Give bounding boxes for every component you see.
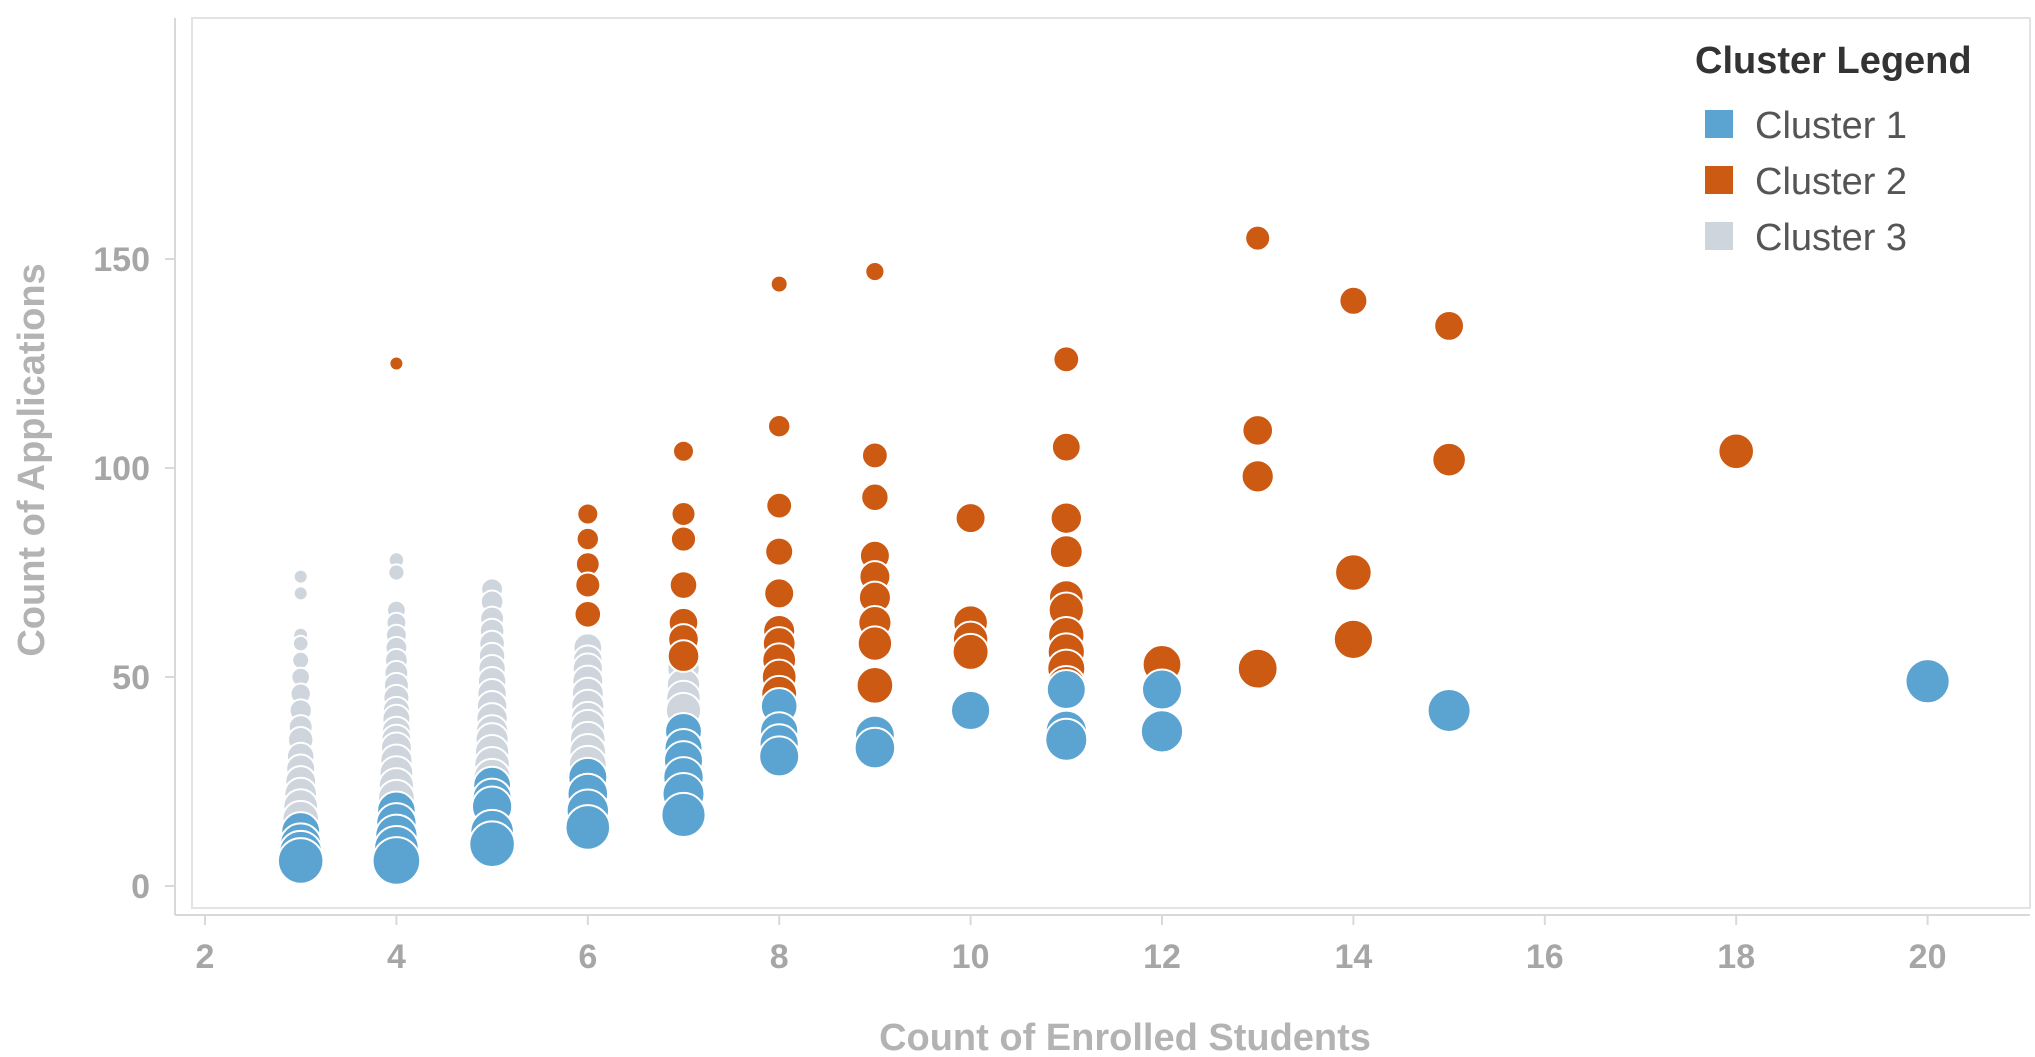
data-point-cluster-2 <box>668 570 699 600</box>
data-point-cluster-2 <box>1048 534 1084 569</box>
data-point-cluster-2 <box>574 571 602 599</box>
data-point-cluster-1 <box>1904 658 1951 705</box>
x-tick-label: 10 <box>952 938 990 976</box>
x-tick-label: 8 <box>770 938 789 976</box>
data-point-cluster-2 <box>769 274 789 294</box>
data-point-cluster-2 <box>1334 553 1373 592</box>
legend-swatch-cluster-2 <box>1705 166 1733 194</box>
data-point-cluster-1 <box>1044 717 1089 762</box>
data-point-cluster-2 <box>1338 285 1369 316</box>
x-tick-label: 18 <box>1717 938 1755 976</box>
data-point-cluster-1 <box>468 820 516 869</box>
x-tick-label: 2 <box>196 938 215 976</box>
x-tick-label: 6 <box>578 938 597 976</box>
data-points <box>276 224 1951 886</box>
data-point-cluster-2 <box>764 536 795 567</box>
y-tick-label: 100 <box>93 450 150 488</box>
data-point-cluster-1 <box>564 804 612 851</box>
data-point-cluster-3 <box>292 585 309 602</box>
x-tick-label: 12 <box>1143 938 1181 976</box>
data-point-cluster-2 <box>856 625 894 662</box>
y-tick-label: 0 <box>131 868 150 906</box>
data-point-cluster-2 <box>1332 618 1375 660</box>
data-point-cluster-3 <box>291 650 311 670</box>
legend-label-cluster-3: Cluster 3 <box>1755 217 1907 259</box>
legend-item-cluster-1: Cluster 1 <box>1705 105 1907 147</box>
data-point-cluster-2 <box>763 577 796 610</box>
data-point-cluster-2 <box>1049 501 1084 535</box>
data-point-cluster-1 <box>950 689 992 732</box>
legend: Cluster Legend Cluster 1 Cluster 2 Clust… <box>1695 40 1972 259</box>
data-point-cluster-2 <box>860 482 890 512</box>
data-point-cluster-1 <box>1139 709 1185 754</box>
data-point-cluster-2 <box>1244 224 1272 252</box>
data-point-cluster-2 <box>864 260 886 283</box>
data-point-cluster-2 <box>954 502 987 535</box>
data-point-cluster-2 <box>388 355 405 372</box>
data-point-cluster-2 <box>666 639 701 673</box>
data-point-cluster-1 <box>371 836 422 886</box>
x-tick-label: 14 <box>1334 938 1372 976</box>
x-axis-ticks: 2 4 6 8 10 12 14 16 18 20 <box>196 915 1947 976</box>
data-point-cluster-2 <box>1241 414 1274 447</box>
data-point-cluster-1 <box>276 837 325 885</box>
data-point-cluster-2 <box>861 441 889 470</box>
y-axis-title: Count of Applications <box>11 263 53 656</box>
data-point-cluster-2 <box>767 414 792 439</box>
data-point-cluster-1 <box>758 735 801 778</box>
legend-swatch-cluster-1 <box>1705 110 1733 138</box>
data-point-cluster-1 <box>1045 669 1087 711</box>
data-point-cluster-3 <box>291 634 310 653</box>
data-point-cluster-2 <box>765 491 794 520</box>
y-axis-ticks: 0 50 100 150 <box>93 241 175 906</box>
data-point-cluster-2 <box>855 666 895 705</box>
data-point-cluster-1 <box>1426 687 1472 733</box>
legend-title: Cluster Legend <box>1695 40 1972 82</box>
x-tick-label: 20 <box>1909 938 1947 976</box>
data-point-cluster-1 <box>1141 668 1183 711</box>
legend-label-cluster-1: Cluster 1 <box>1755 105 1907 147</box>
data-point-cluster-1 <box>853 726 897 770</box>
data-point-cluster-3 <box>292 568 309 585</box>
x-axis-title: Count of Enrolled Students <box>879 1017 1371 1057</box>
data-point-cluster-2 <box>669 525 698 553</box>
plot-frame <box>191 17 2031 909</box>
x-tick-label: 16 <box>1526 938 1564 976</box>
data-point-cluster-2 <box>1236 647 1279 690</box>
legend-label-cluster-2: Cluster 2 <box>1755 161 1907 203</box>
data-point-cluster-2 <box>1052 345 1081 374</box>
data-point-cluster-2 <box>575 526 600 552</box>
data-point-cluster-2 <box>1050 431 1082 463</box>
data-point-cluster-2 <box>1717 432 1755 471</box>
data-point-cluster-2 <box>573 600 603 629</box>
legend-swatch-cluster-3 <box>1705 222 1733 250</box>
data-point-cluster-2 <box>576 502 600 526</box>
data-point-cluster-2 <box>1240 459 1275 494</box>
legend-item-cluster-2: Cluster 2 <box>1705 161 1907 203</box>
data-point-cluster-3 <box>387 563 406 582</box>
data-point-cluster-2 <box>670 500 697 527</box>
legend-item-cluster-3: Cluster 3 <box>1705 217 1907 259</box>
x-tick-label: 4 <box>387 938 406 976</box>
y-tick-label: 50 <box>112 659 150 697</box>
data-point-cluster-1 <box>660 791 707 839</box>
data-point-cluster-2 <box>1431 441 1467 478</box>
data-point-cluster-2 <box>951 632 990 671</box>
data-point-cluster-2 <box>672 439 695 463</box>
y-tick-label: 150 <box>93 241 150 279</box>
data-point-cluster-2 <box>1433 309 1465 342</box>
